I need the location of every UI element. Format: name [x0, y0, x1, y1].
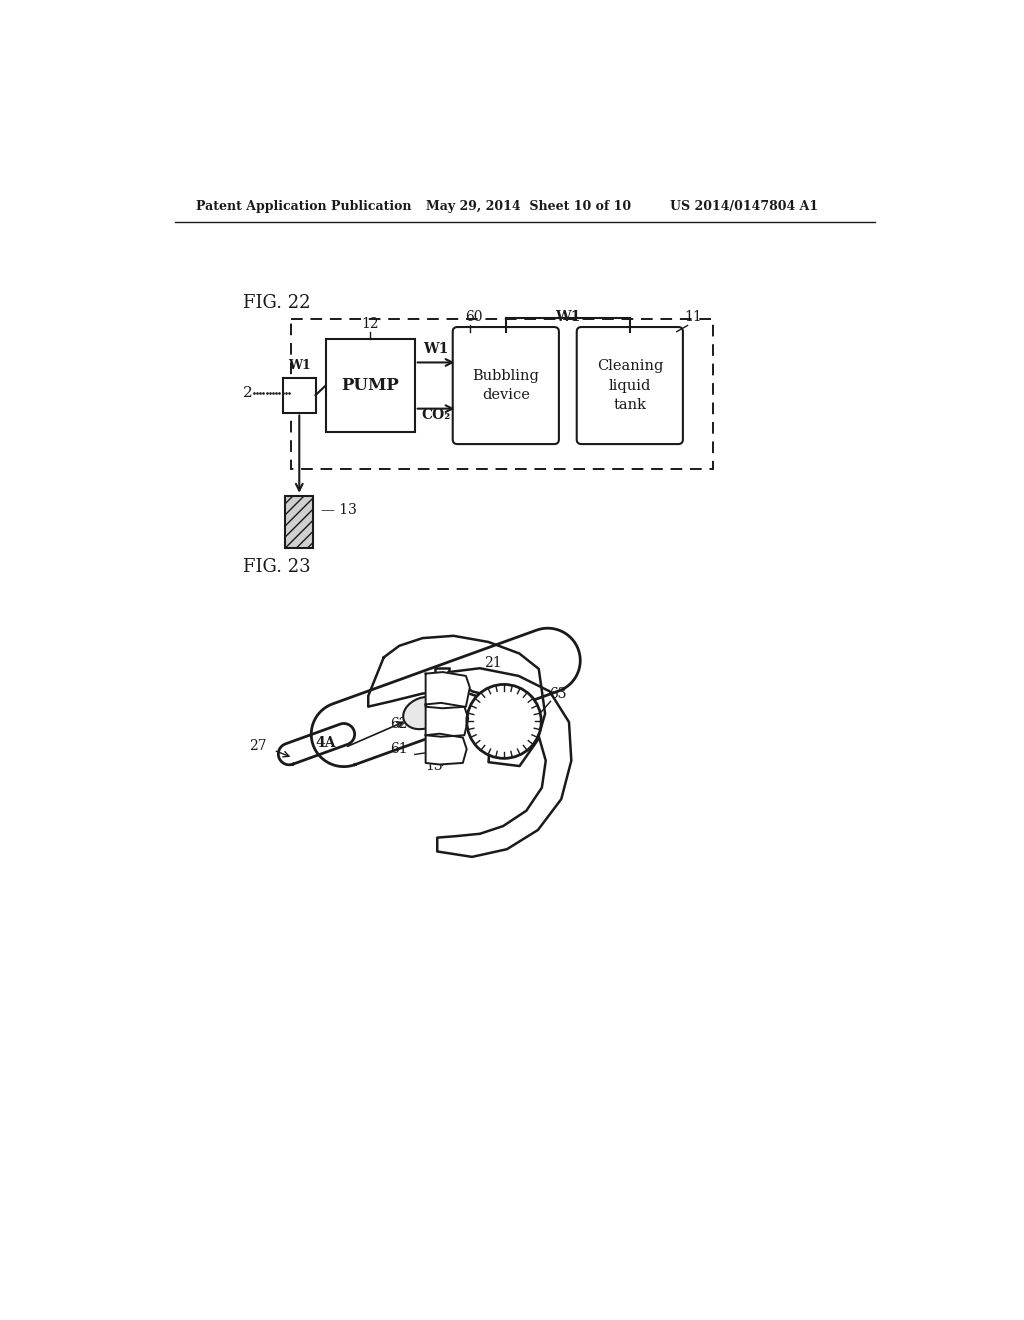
Text: 2: 2 [243, 387, 253, 400]
FancyBboxPatch shape [577, 327, 683, 444]
Text: Patent Application Publication: Patent Application Publication [197, 199, 412, 213]
Text: 63: 63 [550, 688, 567, 701]
Text: 27: 27 [250, 739, 267, 754]
Text: 12: 12 [361, 317, 379, 331]
Bar [326, 339, 415, 432]
Polygon shape [311, 628, 581, 767]
Text: 21: 21 [483, 656, 501, 671]
Text: W1: W1 [288, 359, 310, 372]
Ellipse shape [403, 697, 444, 729]
Polygon shape [279, 723, 354, 764]
Text: 61: 61 [390, 742, 409, 756]
Text: May 29, 2014  Sheet 10 of 10: May 29, 2014 Sheet 10 of 10 [426, 199, 632, 213]
Bar [435, 668, 449, 752]
FancyBboxPatch shape [453, 327, 559, 444]
Text: 11: 11 [684, 310, 702, 323]
Text: US 2014/0147804 A1: US 2014/0147804 A1 [671, 199, 818, 213]
Text: PUMP: PUMP [341, 378, 399, 395]
Circle shape [467, 685, 542, 759]
Text: FIG. 23: FIG. 23 [243, 557, 310, 576]
Polygon shape [426, 702, 468, 737]
Polygon shape [437, 668, 571, 857]
Text: CO₂: CO₂ [422, 408, 451, 422]
Text: Cleaning
liquid
tank: Cleaning liquid tank [597, 359, 663, 412]
Bar [286, 496, 313, 548]
Bar [291, 318, 713, 469]
Polygon shape [426, 672, 470, 709]
Text: 4A: 4A [315, 737, 336, 751]
Polygon shape [369, 636, 545, 766]
Text: 62: 62 [390, 717, 408, 731]
Polygon shape [426, 734, 467, 764]
Text: W1: W1 [423, 342, 449, 356]
Text: — 13: — 13 [321, 503, 356, 516]
Text: W1: W1 [555, 310, 581, 323]
Bar [283, 378, 315, 412]
Text: FIG. 22: FIG. 22 [243, 294, 310, 312]
Text: Bubbling
device: Bubbling device [472, 368, 540, 403]
Text: 13: 13 [425, 759, 443, 774]
Text: 60: 60 [465, 310, 482, 323]
